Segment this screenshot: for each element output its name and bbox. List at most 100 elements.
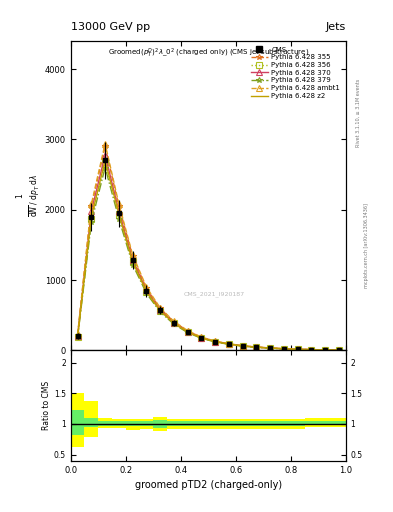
- Pythia 6.428 370: [89, 208, 94, 214]
- Pythia 6.428 ambt1: [130, 251, 135, 258]
- Pythia 6.428 355: [185, 328, 190, 334]
- Y-axis label: $\mathrm{1}$
$\overline{\mathrm{d}N}$ / $\mathrm{d}p_T\,\mathrm{d}\lambda$: $\mathrm{1}$ $\overline{\mathrm{d}N}$ / …: [14, 174, 42, 217]
- Pythia 6.428 370: [199, 335, 204, 341]
- Pythia 6.428 370: [75, 333, 80, 339]
- Pythia 6.428 z2: [323, 347, 328, 353]
- Pythia 6.428 356: [116, 212, 121, 219]
- Pythia 6.428 z2: [281, 346, 286, 352]
- Pythia 6.428 370: [336, 347, 341, 353]
- Pythia 6.428 355: [226, 341, 231, 347]
- Pythia 6.428 z2: [268, 345, 272, 351]
- Pythia 6.428 ambt1: [199, 334, 204, 340]
- Pythia 6.428 z2: [103, 157, 108, 163]
- Pythia 6.428 355: [171, 319, 176, 325]
- Pythia 6.428 355: [75, 332, 80, 338]
- Pythia 6.428 356: [323, 347, 328, 353]
- Pythia 6.428 379: [309, 347, 314, 353]
- Pythia 6.428 370: [240, 343, 245, 349]
- Pythia 6.428 356: [103, 159, 108, 165]
- Pythia 6.428 ambt1: [336, 347, 341, 353]
- Pythia 6.428 ambt1: [75, 331, 80, 337]
- Pythia 6.428 355: [89, 203, 94, 209]
- Text: Jets: Jets: [325, 22, 346, 32]
- Pythia 6.428 370: [116, 208, 121, 214]
- Pythia 6.428 355: [240, 343, 245, 349]
- Text: Rivet 3.1.10, ≥ 3.1M events: Rivet 3.1.10, ≥ 3.1M events: [356, 78, 361, 147]
- Pythia 6.428 ambt1: [158, 305, 163, 311]
- Y-axis label: Ratio to CMS: Ratio to CMS: [42, 381, 51, 430]
- Pythia 6.428 z2: [185, 329, 190, 335]
- Pythia 6.428 355: [213, 338, 218, 344]
- Pythia 6.428 z2: [254, 344, 259, 350]
- Pythia 6.428 370: [254, 344, 259, 350]
- Pythia 6.428 ambt1: [240, 343, 245, 349]
- Pythia 6.428 379: [254, 344, 259, 350]
- Pythia 6.428 355: [323, 347, 328, 353]
- Pythia 6.428 z2: [309, 347, 314, 353]
- Pythia 6.428 z2: [144, 288, 149, 294]
- Pythia 6.428 379: [295, 346, 300, 352]
- Pythia 6.428 370: [185, 329, 190, 335]
- Pythia 6.428 ambt1: [268, 345, 272, 351]
- Line: Pythia 6.428 379: Pythia 6.428 379: [75, 165, 342, 353]
- Pythia 6.428 ambt1: [281, 346, 286, 352]
- Pythia 6.428 z2: [75, 333, 80, 339]
- Pythia 6.428 355: [295, 346, 300, 352]
- Pythia 6.428 370: [213, 338, 218, 345]
- Pythia 6.428 379: [116, 216, 121, 222]
- Pythia 6.428 370: [171, 320, 176, 326]
- Pythia 6.428 ambt1: [226, 340, 231, 347]
- Pythia 6.428 z2: [226, 341, 231, 347]
- Pythia 6.428 356: [281, 346, 286, 352]
- Pythia 6.428 370: [295, 346, 300, 352]
- Pythia 6.428 z2: [295, 346, 300, 352]
- Pythia 6.428 379: [226, 342, 231, 348]
- Pythia 6.428 355: [281, 346, 286, 352]
- Pythia 6.428 z2: [158, 308, 163, 314]
- Pythia 6.428 379: [103, 164, 108, 170]
- Pythia 6.428 379: [75, 334, 80, 340]
- Pythia 6.428 ambt1: [213, 338, 218, 344]
- Pythia 6.428 ambt1: [171, 318, 176, 325]
- Pythia 6.428 379: [130, 262, 135, 268]
- Pythia 6.428 379: [89, 219, 94, 225]
- Pythia 6.428 ambt1: [309, 347, 314, 353]
- Pythia 6.428 ambt1: [254, 344, 259, 350]
- Pythia 6.428 379: [240, 343, 245, 349]
- Pythia 6.428 370: [268, 345, 272, 351]
- Pythia 6.428 z2: [199, 335, 204, 341]
- Pythia 6.428 355: [158, 306, 163, 312]
- Pythia 6.428 379: [323, 347, 328, 353]
- Pythia 6.428 370: [103, 152, 108, 158]
- Pythia 6.428 z2: [130, 259, 135, 265]
- Pythia 6.428 356: [309, 347, 314, 353]
- Pythia 6.428 356: [171, 321, 176, 327]
- Pythia 6.428 z2: [171, 320, 176, 326]
- Pythia 6.428 356: [185, 329, 190, 335]
- Pythia 6.428 370: [158, 307, 163, 313]
- Pythia 6.428 355: [144, 285, 149, 291]
- Pythia 6.428 356: [89, 216, 94, 222]
- Text: 13000 GeV pp: 13000 GeV pp: [71, 22, 150, 32]
- Pythia 6.428 370: [226, 341, 231, 347]
- Pythia 6.428 379: [268, 345, 272, 351]
- Pythia 6.428 ambt1: [295, 346, 300, 352]
- Pythia 6.428 355: [309, 347, 314, 353]
- Text: Groomed$(p_T^D)^2\lambda\_0^2$ (charged only) (CMS jet substructure): Groomed$(p_T^D)^2\lambda\_0^2$ (charged …: [108, 47, 309, 60]
- X-axis label: groomed pTD2 (charged-only): groomed pTD2 (charged-only): [135, 480, 282, 490]
- Pythia 6.428 356: [295, 346, 300, 352]
- Pythia 6.428 355: [116, 203, 121, 209]
- Pythia 6.428 356: [226, 341, 231, 347]
- Pythia 6.428 355: [130, 253, 135, 259]
- Pythia 6.428 379: [185, 330, 190, 336]
- Pythia 6.428 z2: [116, 211, 121, 217]
- Pythia 6.428 356: [75, 333, 80, 339]
- Pythia 6.428 379: [336, 347, 341, 353]
- Pythia 6.428 355: [103, 143, 108, 150]
- Pythia 6.428 379: [213, 339, 218, 345]
- Pythia 6.428 356: [199, 335, 204, 341]
- Pythia 6.428 356: [336, 347, 341, 353]
- Legend: CMS, Pythia 6.428 355, Pythia 6.428 356, Pythia 6.428 370, Pythia 6.428 379, Pyt: CMS, Pythia 6.428 355, Pythia 6.428 356,…: [248, 45, 342, 101]
- Pythia 6.428 355: [336, 347, 341, 353]
- Pythia 6.428 ambt1: [89, 201, 94, 207]
